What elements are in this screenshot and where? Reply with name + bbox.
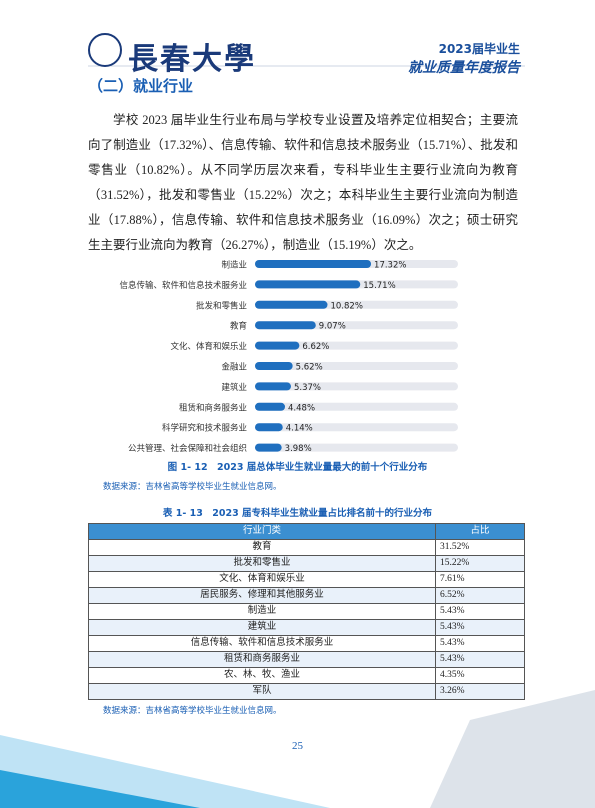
section-title: （二）就业行业 <box>88 77 194 95</box>
figure-caption: 图 1- 12 2023 届总体毕业生就业量最大的前十个行业分布 <box>167 462 428 473</box>
bar <box>255 362 293 370</box>
value-label: 4.48% <box>288 403 315 413</box>
table-row: 农、林、牧、渔业 4.35% <box>88 667 525 684</box>
bar-track <box>255 382 458 391</box>
table-row: 制造业 5.43% <box>88 603 525 620</box>
table-cell: 教育 <box>88 539 436 556</box>
category-label: 金融业 <box>221 362 247 373</box>
table-cell: 31.52% <box>435 539 525 556</box>
table-cell: 5.43% <box>435 603 525 620</box>
table-cell: 租赁和商务服务业 <box>88 651 436 668</box>
table-cell: 7.61% <box>435 571 525 588</box>
table-caption: 表 1- 13 2023 届专科毕业生就业量占比排名前十的行业分布 <box>162 508 433 519</box>
value-label: 3.98% <box>285 444 312 452</box>
category-label: 公共管理、社会保障和社会组织 <box>128 443 247 452</box>
table-cell: 制造业 <box>88 603 436 620</box>
table-header-row: 行业门类 占比 <box>88 523 525 540</box>
value-label: 17.32% <box>374 261 406 271</box>
report-logo: 2023届毕业生 就业质量年度报告 <box>380 40 520 77</box>
table-cell: 6.52% <box>435 587 525 604</box>
table-cell: 居民服务、修理和其他服务业 <box>88 587 436 604</box>
bar-track <box>255 423 458 432</box>
table-cell: 4.35% <box>435 667 525 684</box>
bar-track <box>255 402 458 411</box>
table-cell: 建筑业 <box>88 619 436 636</box>
table-cell: 批发和零售业 <box>88 555 436 572</box>
table-row: 批发和零售业 15.22% <box>88 555 525 572</box>
category-label: 教育 <box>230 321 247 332</box>
value-label: 9.07% <box>319 322 346 332</box>
table-cell: 5.43% <box>435 635 525 652</box>
table-cell: 军队 <box>88 683 436 700</box>
bar <box>255 321 316 330</box>
bar <box>255 341 300 350</box>
category-label: 文化、体育和娱乐业 <box>170 341 247 352</box>
page-number: 25 <box>292 740 303 752</box>
value-label: 15.71% <box>363 281 395 291</box>
table-row: 信息传输、软件和信息技术服务业 5.43% <box>88 635 525 652</box>
category-label: 批发和零售业 <box>196 300 247 311</box>
bar <box>255 382 291 391</box>
table-row: 建筑业 5.43% <box>88 619 525 636</box>
value-label: 6.62% <box>302 342 329 352</box>
bar <box>255 402 286 411</box>
category-label: 科学研究和技术服务业 <box>162 423 247 434</box>
report-year: 2023届毕业生 <box>438 42 520 56</box>
category-label: 制造业 <box>221 260 247 271</box>
category-label: 信息传输、软件和信息技术服务业 <box>119 280 247 291</box>
bar <box>255 443 282 452</box>
table-cell: 3.26% <box>435 683 525 700</box>
table-source: 数据来源：吉林省高等学校毕业生就业信息网。 <box>103 705 282 715</box>
table-cell: 文化、体育和娱乐业 <box>88 571 436 588</box>
header-cell: 行业门类 <box>88 523 436 540</box>
value-label: 5.62% <box>296 363 323 373</box>
table-cell: 信息传输、软件和信息技术服务业 <box>88 635 436 652</box>
table-row: 军队 3.26% <box>88 683 525 700</box>
header-cell: 占比 <box>435 523 525 540</box>
bar-track <box>255 443 458 452</box>
bar <box>255 260 372 268</box>
value-label: 10.82% <box>330 301 362 311</box>
figure-source: 数据来源：吉林省高等学校毕业生就业信息网。 <box>103 481 282 491</box>
bottom-band-dark <box>0 770 200 808</box>
table-row: 居民服务、修理和其他服务业 6.52% <box>88 587 525 604</box>
building-image <box>430 690 595 808</box>
bar-chart: 制造业 17.32% 信息传输、软件和信息技术服务业 15.71% 批发和零售业 10.8… <box>119 260 458 452</box>
value-label: 4.14% <box>286 424 313 434</box>
table-cell: 农、林、牧、渔业 <box>88 667 436 684</box>
table-cell: 15.22% <box>435 555 525 572</box>
report-title: 就业质量年度报告 <box>408 60 520 76</box>
logo-emblem <box>88 33 122 67</box>
category-label: 建筑业 <box>221 382 247 393</box>
table-row: 教育 31.52% <box>88 539 525 556</box>
category-label: 租赁和商务服务业 <box>179 402 247 413</box>
logo-text: 長春大學 <box>128 42 256 77</box>
bar <box>255 423 283 432</box>
paragraph: 学校 2023 届毕业生行业布局与学校专业设置及培养定位相契合；主要流向了制造业… <box>88 113 518 252</box>
table-cell: 5.43% <box>435 619 525 636</box>
value-label: 5.37% <box>294 383 321 393</box>
bar <box>255 280 361 289</box>
bar-track <box>255 362 458 370</box>
table: 行业门类 占比 教育 31.52% 批发和零售业 15.22% 文化、体育和娱乐业 7.61%… <box>88 523 525 700</box>
table-row: 租赁和商务服务业 5.43% <box>88 651 525 668</box>
table-row: 文化、体育和娱乐业 7.61% <box>88 571 525 588</box>
bar-track <box>255 341 458 350</box>
bar <box>255 300 328 309</box>
table-cell: 5.43% <box>435 651 525 668</box>
